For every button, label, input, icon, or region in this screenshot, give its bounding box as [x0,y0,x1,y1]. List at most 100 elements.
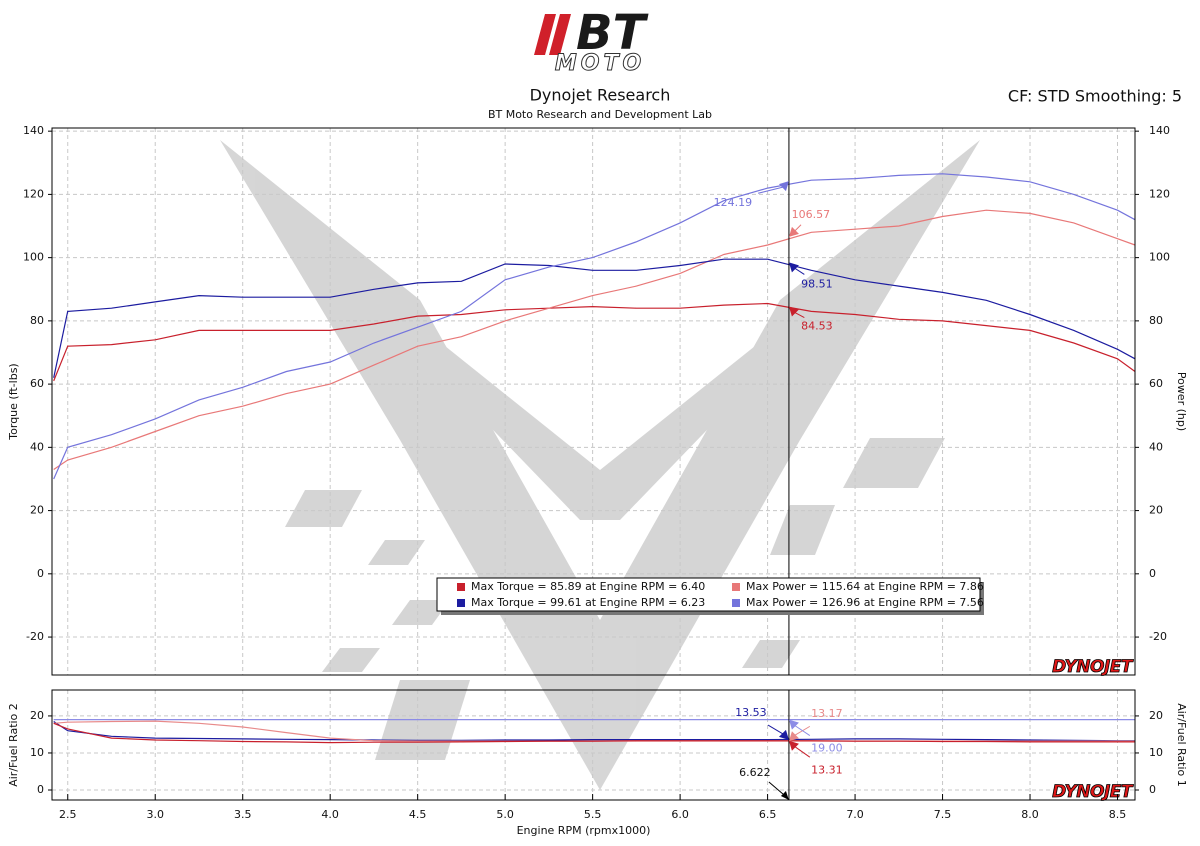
y-tick-label: 40 [30,440,44,453]
legend-swatch [732,583,740,591]
watermark-shape [368,540,425,565]
y-tick-label: 80 [30,314,44,327]
x-tick-label: 5.0 [496,808,514,821]
legend-swatch [457,583,465,591]
y-tick-label: 100 [23,251,44,264]
x-tick-label: 3.0 [146,808,164,821]
cursor-marker [788,740,799,751]
header-right: CF: STD Smoothing: 5 [1008,87,1182,106]
cursor-arrow-line [794,746,811,758]
y2-tick-label: 40 [1149,440,1163,453]
x-tick-label: 6.0 [671,808,689,821]
y2-tick-label: 100 [1149,251,1170,264]
y2-tick-label: 0 [1149,567,1156,580]
y2-tick-label: 0 [1149,783,1156,796]
y2-tick-label: -20 [1149,630,1167,643]
legend-label: Max Power = 115.64 at Engine RPM = 7.86 [746,580,984,593]
legend-label: Max Torque = 99.61 at Engine RPM = 6.23 [471,596,705,609]
x-tick-label: 3.5 [234,808,252,821]
watermark-shape [285,490,362,527]
y-tick-label: 140 [23,124,44,137]
series-line [53,209,1136,470]
cursor-marker [778,181,789,192]
y2-axis-label: Power (hp) [1175,372,1188,431]
cursor-x-marker [780,791,789,800]
cursor-arrow-line [758,186,784,194]
y-tick-label: 60 [30,377,44,390]
y-tick-label: 0 [37,567,44,580]
cursor-arrow-line [794,224,802,232]
y2-tick-label: 60 [1149,377,1163,390]
watermark-shape [322,648,380,672]
logo-bar [534,14,556,55]
x-tick-label: 8.5 [1109,808,1127,821]
cursor-marker [788,731,799,742]
cursor-marker [788,262,799,273]
cursor-x-arrow-line [768,781,784,795]
x-tick-label: 4.5 [409,808,427,821]
x-tick-label: 6.5 [759,808,777,821]
cursor-value-label: 19.00 [811,742,843,755]
plot-frame [51,689,1136,801]
y-tick-label: 20 [30,709,44,722]
y2-tick-label: 20 [1149,709,1163,722]
logo: BT MOTO [534,5,649,77]
cursor-marker [778,729,789,740]
logo-main: BT [576,5,649,61]
logo-sub: MOTO [555,51,645,76]
cursor-value-label: 98.51 [801,277,833,290]
cursor-marker [788,306,799,317]
x-tick-label: 5.5 [584,808,602,821]
y2-axis-label: Air/Fuel Ratio 1 [1175,703,1188,787]
chart-subtitle: BT Moto Research and Development Lab [488,108,712,121]
cursor-arrow-line [794,267,805,275]
y-tick-label: 10 [30,746,44,759]
cursor-arrow-line [794,725,811,736]
cursor-arrow-line [767,724,784,735]
brand-watermark: DYNOJET [1052,657,1134,677]
x-tick-label: 4.0 [321,808,339,821]
series-line [53,722,1135,744]
y-tick-label: 0 [37,783,44,796]
legend-label: Max Power = 126.96 at Engine RPM = 7.56 [746,596,984,609]
x-tick-label: 8.0 [1021,808,1039,821]
y2-tick-label: 10 [1149,746,1163,759]
cursor-x-label: 6.622 [739,766,771,779]
x-tick-label: 7.0 [846,808,864,821]
y2-tick-label: 120 [1149,187,1170,200]
series-line [53,173,1136,480]
chart-title: Dynojet Research [530,86,671,105]
y-axis-label: Air/Fuel Ratio 2 [7,703,20,787]
watermark-shape [742,640,800,668]
y2-tick-label: 80 [1149,314,1163,327]
legend-label: Max Torque = 85.89 at Engine RPM = 6.40 [471,580,705,593]
series-line [53,258,1136,378]
brand-watermark: DYNOJET [1052,782,1134,802]
legend-swatch [457,599,465,607]
watermark-shape [770,505,835,555]
cursor-marker [788,226,799,237]
cursor-marker [788,719,799,730]
logo-bar [549,14,571,55]
watermark-shape [843,438,945,488]
watermark-shape [220,140,980,790]
legend [436,577,981,612]
watermark-shape [392,600,450,625]
cursor-value-label: 106.57 [792,208,831,221]
y-tick-label: 20 [30,504,44,517]
x-tick-label: 7.5 [934,808,952,821]
cursor-arrow-line [794,312,805,318]
series-line [53,720,1135,742]
cursor-value-label: 13.53 [735,706,767,719]
y-axis-label: Torque (ft-lbs) [7,363,20,440]
cursor-value-label: 124.19 [714,196,753,209]
x-tick-label: 2.5 [59,808,77,821]
cursor-value-label: 84.53 [801,320,833,333]
y-tick-label: -20 [26,630,44,643]
cursor-value-label: 13.31 [811,764,843,777]
y2-tick-label: 20 [1149,504,1163,517]
cursor-value-label: 13.17 [811,707,843,720]
y2-tick-label: 140 [1149,124,1170,137]
legend-swatch [732,599,740,607]
